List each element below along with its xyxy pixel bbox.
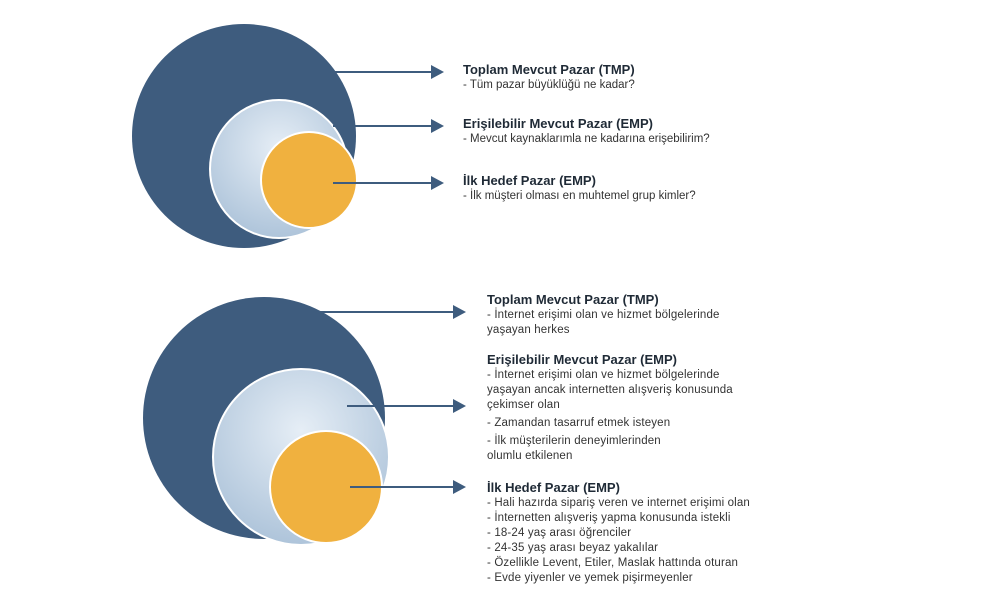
bottom-target-line-4: - 24-35 yaş arası beyaz yakalılar <box>487 542 659 554</box>
top-emp-label: Erişilebilir Mevcut Pazar (EMP) - Mevcut… <box>463 116 710 147</box>
top-target-line: - İlk müşteri olması en muhtemel grup ki… <box>463 190 696 202</box>
top-target-arrow <box>333 176 444 190</box>
bottom-emp-line-1: - İnternet erişimi olan ve hizmet bölgel… <box>487 369 720 381</box>
top-emp-line: - Mevcut kaynaklarımla ne kadarına erişe… <box>463 133 710 145</box>
bottom-target-line-1: - Hali hazırda sipariş veren ve internet… <box>487 497 750 509</box>
bottom-emp-line-5: - İlk müşterilerin deneyimlerinden <box>487 435 661 447</box>
top-tmp-title: Toplam Mevcut Pazar (TMP) <box>463 62 635 77</box>
bottom-target-line-2: - İnternetten alışveriş yapma konusunda … <box>487 512 731 524</box>
top-emp-title: Erişilebilir Mevcut Pazar (EMP) <box>463 116 654 131</box>
top-emp-arrow <box>333 119 444 133</box>
bottom-target-line-3: - 18-24 yaş arası öğrenciler <box>487 527 632 539</box>
bottom-emp-line-6: olumlu etkilenen <box>487 450 573 462</box>
top-target-label: İlk Hedef Pazar (EMP) - İlk müşteri olma… <box>463 173 696 204</box>
bottom-emp-arrow <box>347 399 466 413</box>
bottom-target-label: İlk Hedef Pazar (EMP) - Hali hazırda sip… <box>487 480 750 586</box>
top-tmp-arrow <box>330 65 444 79</box>
top-tmp-line: - Tüm pazar büyüklüğü ne kadar? <box>463 79 635 91</box>
bottom-tmp-line-1: - İnternet erişimi olan ve hizmet bölgel… <box>487 309 720 321</box>
bottom-target-arrow <box>350 480 466 494</box>
bottom-emp-line-2: yaşayan ancak internetten alışveriş konu… <box>487 384 733 396</box>
bottom-target-line-5: - Özellikle Levent, Etiler, Maslak hattı… <box>487 557 739 569</box>
top-inner-circle <box>260 131 358 229</box>
bottom-tmp-label: Toplam Mevcut Pazar (TMP) - İnternet eri… <box>487 292 720 338</box>
bottom-emp-title: Erişilebilir Mevcut Pazar (EMP) <box>487 352 678 367</box>
bottom-tmp-line-2: yaşayan herkes <box>487 324 570 336</box>
bottom-tmp-title: Toplam Mevcut Pazar (TMP) <box>487 292 659 307</box>
bottom-tmp-arrow <box>288 305 466 319</box>
bottom-emp-label: Erişilebilir Mevcut Pazar (EMP) - İntern… <box>487 352 733 464</box>
top-target-title: İlk Hedef Pazar (EMP) <box>463 173 596 188</box>
bottom-target-line-6: - Evde yiyenler ve yemek pişirmeyenler <box>487 572 693 584</box>
top-tmp-label: Toplam Mevcut Pazar (TMP) - Tüm pazar bü… <box>463 62 635 93</box>
bottom-emp-line-3: çekimser olan <box>487 399 560 411</box>
bottom-emp-line-4: - Zamandan tasarruf etmek isteyen <box>487 417 671 429</box>
bottom-target-title: İlk Hedef Pazar (EMP) <box>487 480 620 495</box>
